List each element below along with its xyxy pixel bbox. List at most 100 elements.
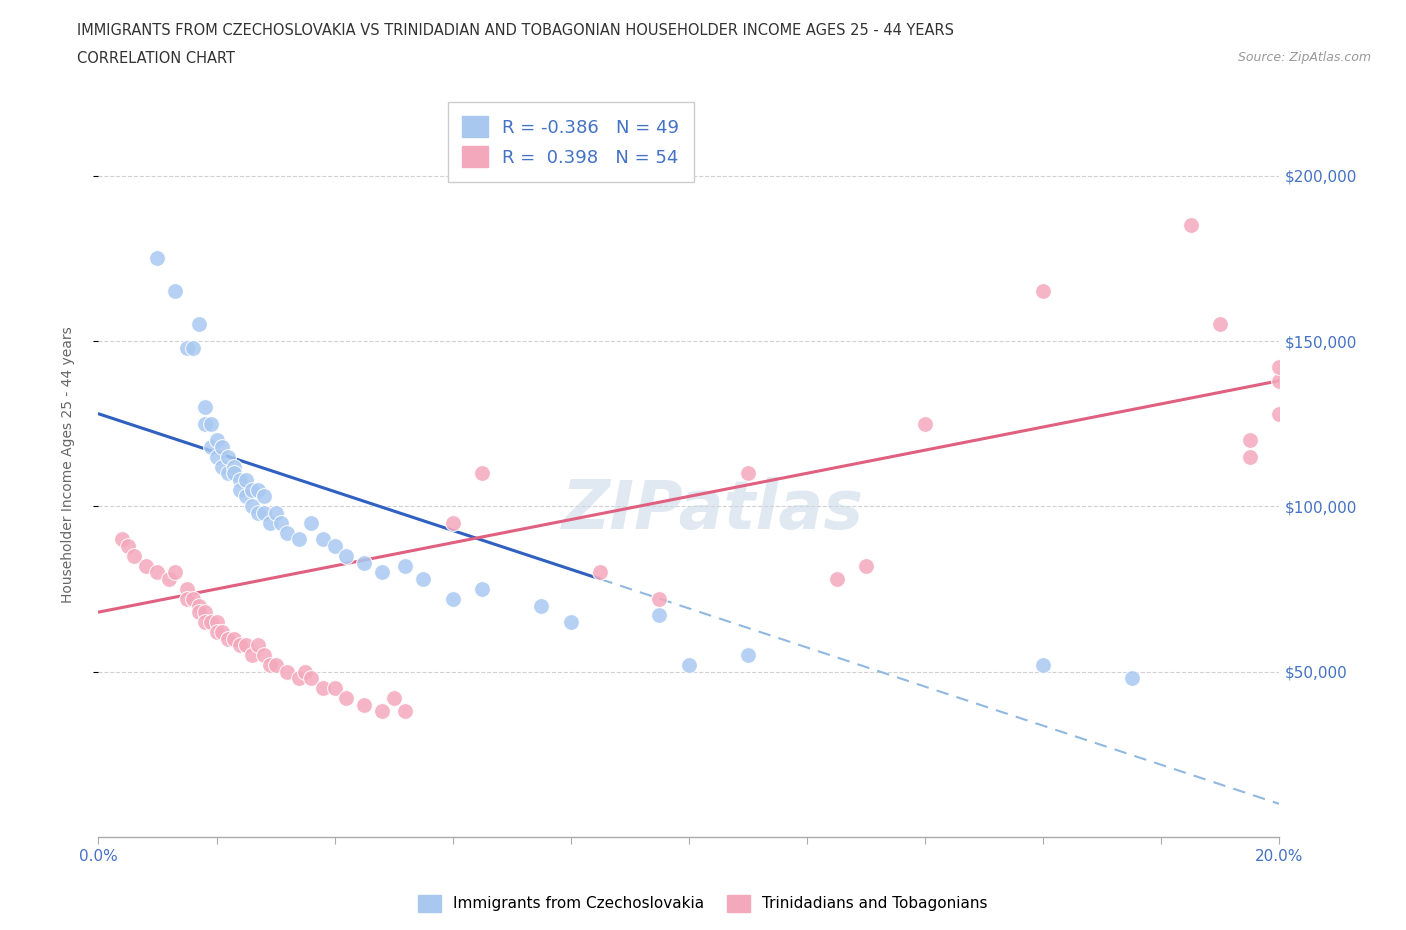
Point	[187, 598, 209, 613]
Point	[181, 340, 204, 355]
Point	[224, 459, 246, 474]
Point	[146, 565, 169, 580]
Point	[253, 489, 276, 504]
Point	[200, 615, 222, 630]
Point	[288, 671, 311, 685]
Point	[259, 515, 281, 530]
Point	[217, 466, 239, 481]
Point	[441, 515, 464, 530]
Point	[194, 400, 217, 415]
Point	[181, 591, 204, 606]
Text: ZIPatlas: ZIPatlas	[561, 477, 863, 542]
Point	[394, 558, 416, 573]
Point	[240, 483, 263, 498]
Point	[1121, 671, 1143, 685]
Point	[1209, 317, 1232, 332]
Point	[471, 466, 494, 481]
Point	[288, 532, 311, 547]
Point	[211, 625, 233, 640]
Point	[382, 691, 405, 706]
Text: CORRELATION CHART: CORRELATION CHART	[77, 51, 235, 66]
Point	[253, 506, 276, 521]
Point	[412, 572, 434, 587]
Point	[471, 581, 494, 596]
Point	[135, 558, 157, 573]
Point	[323, 538, 346, 553]
Point	[825, 572, 848, 587]
Point	[264, 658, 287, 672]
Point	[294, 664, 316, 679]
Point	[855, 558, 877, 573]
Point	[224, 466, 246, 481]
Point	[678, 658, 700, 672]
Point	[200, 417, 222, 432]
Point	[312, 681, 335, 696]
Point	[1180, 218, 1202, 232]
Point	[299, 671, 322, 685]
Point	[1268, 360, 1291, 375]
Point	[240, 498, 263, 513]
Point	[194, 604, 217, 619]
Point	[176, 591, 198, 606]
Point	[530, 598, 553, 613]
Point	[323, 681, 346, 696]
Point	[1239, 432, 1261, 447]
Text: IMMIGRANTS FROM CZECHOSLOVAKIA VS TRINIDADIAN AND TOBAGONIAN HOUSEHOLDER INCOME : IMMIGRANTS FROM CZECHOSLOVAKIA VS TRINID…	[77, 23, 955, 38]
Point	[200, 439, 222, 454]
Point	[211, 439, 233, 454]
Point	[117, 538, 139, 553]
Point	[224, 631, 246, 646]
Point	[589, 565, 612, 580]
Legend: R = -0.386   N = 49, R =  0.398   N = 54: R = -0.386 N = 49, R = 0.398 N = 54	[449, 102, 693, 181]
Point	[205, 625, 228, 640]
Point	[194, 615, 217, 630]
Y-axis label: Householder Income Ages 25 - 44 years: Householder Income Ages 25 - 44 years	[60, 326, 75, 604]
Point	[205, 449, 228, 464]
Point	[240, 647, 263, 662]
Point	[217, 449, 239, 464]
Point	[235, 638, 257, 653]
Text: Source: ZipAtlas.com: Source: ZipAtlas.com	[1237, 51, 1371, 64]
Point	[157, 572, 180, 587]
Point	[914, 417, 936, 432]
Point	[205, 615, 228, 630]
Point	[253, 647, 276, 662]
Point	[270, 515, 292, 530]
Point	[246, 638, 269, 653]
Point	[194, 417, 217, 432]
Point	[229, 483, 252, 498]
Point	[111, 532, 134, 547]
Point	[165, 284, 187, 299]
Point	[276, 664, 298, 679]
Point	[246, 483, 269, 498]
Point	[229, 638, 252, 653]
Point	[146, 251, 169, 266]
Point	[335, 691, 357, 706]
Point	[176, 340, 198, 355]
Point	[441, 591, 464, 606]
Point	[394, 704, 416, 719]
Point	[259, 658, 281, 672]
Point	[1268, 406, 1291, 421]
Point	[229, 472, 252, 487]
Point	[176, 581, 198, 596]
Point	[187, 604, 209, 619]
Point	[235, 472, 257, 487]
Point	[648, 591, 671, 606]
Point	[1032, 658, 1054, 672]
Point	[264, 506, 287, 521]
Point	[165, 565, 187, 580]
Point	[211, 459, 233, 474]
Point	[276, 525, 298, 540]
Point	[246, 506, 269, 521]
Point	[205, 432, 228, 447]
Point	[353, 555, 375, 570]
Point	[353, 698, 375, 712]
Point	[371, 704, 394, 719]
Point	[737, 647, 759, 662]
Point	[1268, 373, 1291, 388]
Point	[371, 565, 394, 580]
Legend: Immigrants from Czechoslovakia, Trinidadians and Tobagonians: Immigrants from Czechoslovakia, Trinidad…	[412, 889, 994, 918]
Point	[560, 615, 582, 630]
Point	[737, 466, 759, 481]
